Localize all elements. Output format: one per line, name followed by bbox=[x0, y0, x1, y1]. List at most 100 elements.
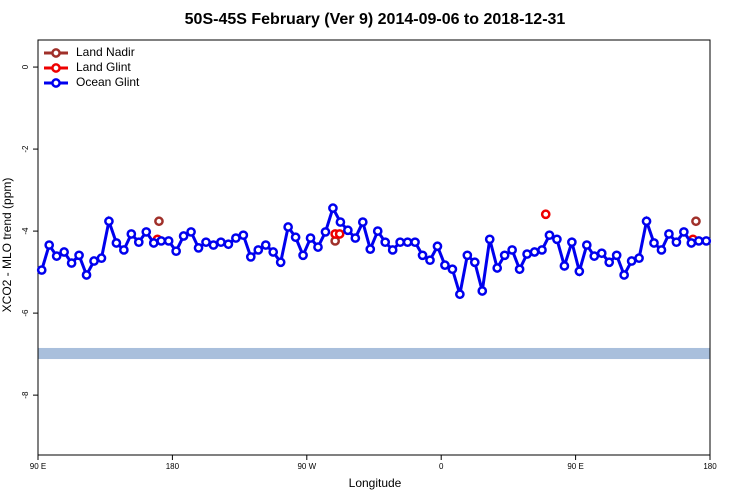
point bbox=[126, 229, 137, 239]
y-tick-label: -4 bbox=[21, 227, 30, 235]
point bbox=[686, 238, 697, 248]
point bbox=[544, 230, 555, 241]
point bbox=[589, 251, 600, 261]
y-axis-label: XCO2 - MLO trend (ppm) bbox=[0, 178, 14, 313]
point bbox=[679, 227, 689, 237]
point bbox=[119, 245, 129, 255]
point bbox=[171, 246, 181, 257]
point bbox=[440, 260, 450, 270]
point bbox=[432, 241, 443, 252]
point bbox=[133, 237, 144, 248]
point bbox=[81, 270, 92, 280]
band bbox=[38, 347, 710, 360]
chart-title: 50S-45S February (Ver 9) 2014-09-06 to 2… bbox=[185, 11, 566, 28]
point bbox=[514, 264, 525, 275]
point bbox=[410, 237, 420, 248]
y-tick-label: -8 bbox=[21, 391, 30, 399]
point bbox=[469, 257, 480, 268]
point bbox=[559, 261, 570, 271]
point bbox=[664, 229, 674, 239]
point bbox=[693, 236, 704, 246]
point bbox=[59, 247, 69, 257]
point bbox=[178, 231, 189, 241]
point bbox=[701, 236, 712, 246]
point bbox=[634, 253, 644, 264]
point bbox=[216, 237, 226, 248]
point bbox=[477, 286, 488, 296]
x-tick-label: 0 bbox=[439, 462, 444, 471]
point bbox=[499, 250, 510, 261]
point bbox=[186, 227, 196, 237]
point bbox=[574, 266, 585, 277]
legend-label: Land Nadir bbox=[76, 45, 135, 59]
point bbox=[350, 233, 361, 243]
point bbox=[223, 239, 234, 250]
point bbox=[334, 229, 345, 239]
point bbox=[148, 238, 159, 248]
point bbox=[260, 240, 271, 250]
point bbox=[238, 230, 249, 241]
point bbox=[201, 237, 211, 248]
point bbox=[335, 217, 346, 227]
x-tick-label: 90 E bbox=[30, 462, 46, 471]
point bbox=[313, 242, 323, 252]
point bbox=[74, 250, 84, 261]
point bbox=[611, 250, 622, 261]
point bbox=[402, 237, 413, 248]
point bbox=[193, 243, 204, 253]
point bbox=[208, 240, 219, 250]
point bbox=[66, 258, 77, 268]
point bbox=[691, 216, 701, 227]
point bbox=[104, 216, 114, 227]
point bbox=[372, 226, 383, 236]
x-tick-label: 180 bbox=[166, 462, 180, 471]
point bbox=[163, 236, 174, 246]
legend-marker bbox=[51, 78, 61, 88]
x-tick-label: 180 bbox=[703, 462, 717, 471]
point bbox=[231, 233, 241, 243]
point bbox=[328, 203, 338, 213]
point bbox=[141, 227, 152, 237]
y-tick-label: -2 bbox=[21, 145, 30, 153]
point bbox=[567, 237, 577, 248]
point bbox=[484, 234, 495, 245]
legend-marker bbox=[51, 48, 61, 58]
point bbox=[357, 217, 368, 227]
point bbox=[537, 245, 547, 255]
point bbox=[417, 250, 428, 261]
point bbox=[283, 222, 293, 232]
point bbox=[619, 270, 629, 280]
point bbox=[305, 233, 316, 243]
point bbox=[365, 244, 376, 254]
point bbox=[529, 247, 540, 257]
point bbox=[425, 255, 435, 266]
point bbox=[507, 245, 517, 255]
legend-marker bbox=[51, 63, 61, 73]
x-axis-label: Longitude bbox=[349, 476, 402, 490]
point bbox=[343, 225, 353, 236]
point bbox=[462, 250, 473, 261]
point bbox=[275, 257, 286, 268]
point bbox=[455, 289, 465, 300]
point bbox=[298, 250, 308, 261]
point bbox=[395, 237, 405, 248]
point bbox=[320, 227, 331, 237]
point bbox=[604, 257, 615, 268]
point bbox=[154, 216, 164, 227]
point bbox=[96, 253, 107, 264]
y-tick-label: 0 bbox=[21, 64, 30, 69]
point bbox=[641, 216, 652, 227]
point bbox=[111, 238, 122, 248]
point bbox=[649, 238, 659, 248]
legend-label: Ocean Glint bbox=[76, 75, 140, 89]
point bbox=[387, 245, 398, 255]
point bbox=[581, 240, 592, 250]
point bbox=[156, 236, 167, 246]
point bbox=[268, 247, 279, 257]
point bbox=[89, 256, 99, 266]
point bbox=[245, 252, 256, 262]
point bbox=[36, 265, 47, 275]
point bbox=[596, 248, 607, 259]
x-tick-label: 90 E bbox=[567, 462, 583, 471]
point bbox=[380, 237, 391, 248]
